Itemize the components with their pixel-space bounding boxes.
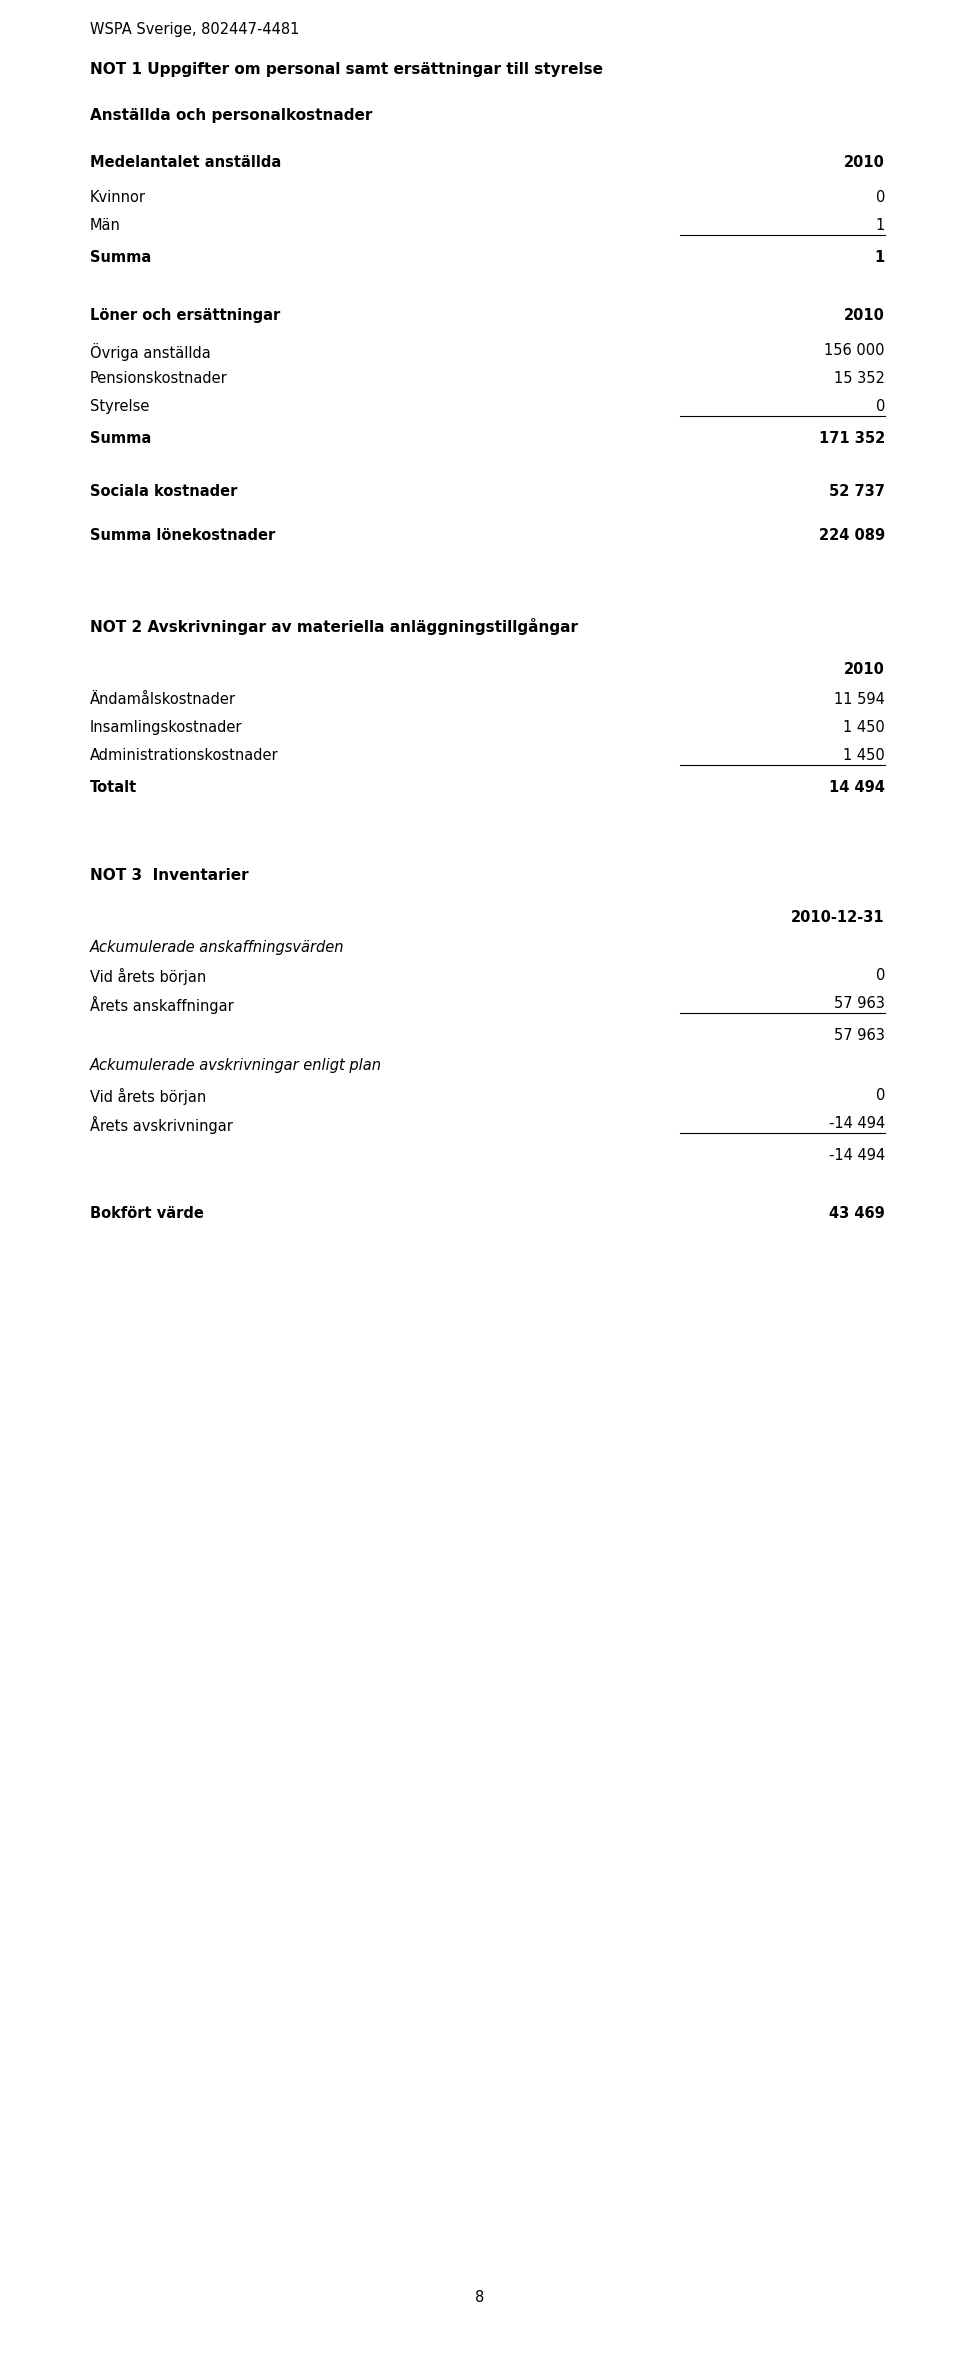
Text: 57 963: 57 963	[834, 995, 885, 1012]
Text: 1 450: 1 450	[843, 721, 885, 735]
Text: Insamlingskostnader: Insamlingskostnader	[90, 721, 243, 735]
Text: Årets anskaffningar: Årets anskaffningar	[90, 995, 233, 1014]
Text: 15 352: 15 352	[834, 371, 885, 385]
Text: Ackumulerade avskrivningar enligt plan: Ackumulerade avskrivningar enligt plan	[90, 1059, 382, 1073]
Text: 156 000: 156 000	[825, 343, 885, 357]
Text: 57 963: 57 963	[834, 1028, 885, 1043]
Text: Övriga anställda: Övriga anställda	[90, 343, 211, 362]
Text: Ändamålskostnader: Ändamålskostnader	[90, 693, 236, 707]
Text: Vid årets början: Vid årets början	[90, 967, 206, 986]
Text: Ackumulerade anskaffningsvärden: Ackumulerade anskaffningsvärden	[90, 941, 345, 955]
Text: WSPA Sverige, 802447-4481: WSPA Sverige, 802447-4481	[90, 21, 300, 38]
Text: Medelantalet anställda: Medelantalet anställda	[90, 156, 281, 170]
Text: Summa: Summa	[90, 430, 152, 447]
Text: NOT 2 Avskrivningar av materiella anläggningstillgångar: NOT 2 Avskrivningar av materiella anlägg…	[90, 617, 578, 636]
Text: Anställda och personalkostnader: Anställda och personalkostnader	[90, 109, 372, 123]
Text: Summa lönekostnader: Summa lönekostnader	[90, 527, 276, 544]
Text: Pensionskostnader: Pensionskostnader	[90, 371, 228, 385]
Text: Löner och ersättningar: Löner och ersättningar	[90, 307, 280, 324]
Text: 1: 1	[875, 251, 885, 265]
Text: NOT 1 Uppgifter om personal samt ersättningar till styrelse: NOT 1 Uppgifter om personal samt ersättn…	[90, 61, 603, 78]
Text: 1 450: 1 450	[843, 747, 885, 764]
Text: 171 352: 171 352	[819, 430, 885, 447]
Text: 14 494: 14 494	[829, 780, 885, 794]
Text: Totalt: Totalt	[90, 780, 137, 794]
Text: Styrelse: Styrelse	[90, 400, 150, 414]
Text: Män: Män	[90, 217, 121, 234]
Text: Bokfört värde: Bokfört värde	[90, 1206, 204, 1220]
Text: Administrationskostnader: Administrationskostnader	[90, 747, 278, 764]
Text: 2010-12-31: 2010-12-31	[791, 910, 885, 924]
Text: 2010: 2010	[844, 156, 885, 170]
Text: Vid årets början: Vid årets början	[90, 1087, 206, 1104]
Text: 1: 1	[876, 217, 885, 234]
Text: 52 737: 52 737	[829, 485, 885, 499]
Text: -14 494: -14 494	[828, 1116, 885, 1130]
Text: NOT 3  Inventarier: NOT 3 Inventarier	[90, 868, 249, 884]
Text: 0: 0	[876, 967, 885, 983]
Text: 43 469: 43 469	[829, 1206, 885, 1220]
Text: Sociala kostnader: Sociala kostnader	[90, 485, 237, 499]
Text: Summa: Summa	[90, 251, 152, 265]
Text: -14 494: -14 494	[828, 1149, 885, 1163]
Text: 0: 0	[876, 189, 885, 206]
Text: 224 089: 224 089	[819, 527, 885, 544]
Text: 0: 0	[876, 1087, 885, 1104]
Text: 2010: 2010	[844, 307, 885, 324]
Text: Kvinnor: Kvinnor	[90, 189, 146, 206]
Text: 11 594: 11 594	[834, 693, 885, 707]
Text: 2010: 2010	[844, 662, 885, 676]
Text: 8: 8	[475, 2291, 485, 2305]
Text: Årets avskrivningar: Årets avskrivningar	[90, 1116, 233, 1135]
Text: 0: 0	[876, 400, 885, 414]
